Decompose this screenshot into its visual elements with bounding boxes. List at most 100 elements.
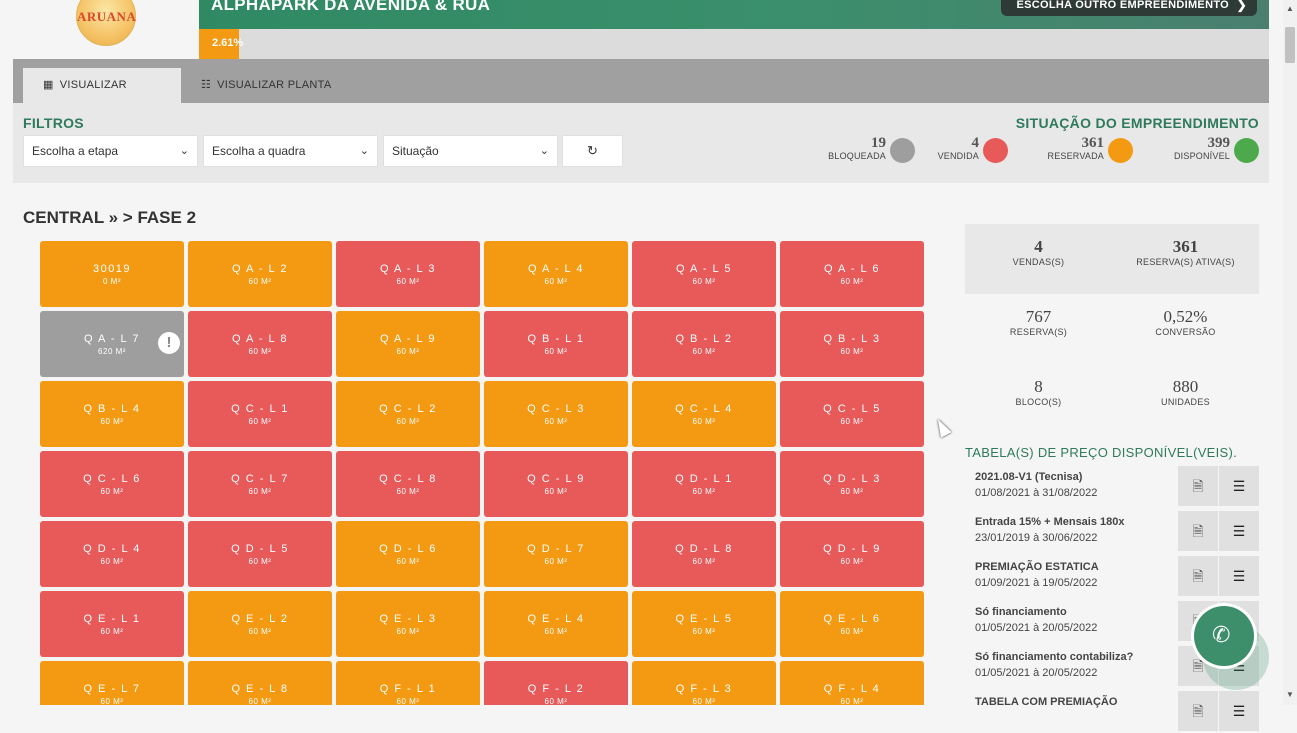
unit-card[interactable]: Q D - L 9 60 M² (780, 521, 924, 587)
unit-card[interactable]: Q C - L 5 60 M² (780, 381, 924, 447)
status-select[interactable]: Situação ⌄ (383, 135, 558, 167)
unit-card[interactable]: Q A - L 2 60 M² (188, 241, 332, 307)
unit-card[interactable]: Q E - L 5 60 M² (632, 591, 776, 657)
price-table-dates: 01/08/2021 à 31/08/2022 (975, 487, 1098, 499)
unit-name: Q E - L 6 (823, 613, 881, 625)
status-reserved-count: 361 (1081, 135, 1105, 151)
status-reserved: 361 RESERVADA (1023, 135, 1133, 166)
unit-card[interactable]: Q D - L 7 60 M² (484, 521, 628, 587)
switch-project-button[interactable]: ESCOLHA OUTRO EMPREENDIMENTO ❯ (1001, 0, 1257, 16)
pdf-icon[interactable]: 🗎 (1178, 691, 1218, 731)
kpi-active-reservations: 361 RESERVA(S) ATIVA(S) (1112, 237, 1259, 267)
tab-plan-view[interactable]: ☷ VISUALIZAR PLANTA (181, 68, 352, 103)
unit-area: 60 M² (396, 627, 420, 636)
pdf-icon[interactable]: 🗎 (1178, 511, 1218, 551)
unit-card[interactable]: Q E - L 1 60 M² (40, 591, 184, 657)
status-available-label: DISPONÍVEL (1173, 151, 1230, 161)
unit-card[interactable]: Q E - L 6 60 M² (780, 591, 924, 657)
price-table-name: Só financiamento contabiliza? (975, 651, 1134, 663)
unit-card[interactable]: Q E - L 4 60 M² (484, 591, 628, 657)
price-tables-title: TABELA(S) DE PREÇO DISPONÍVEL(VEIS). (965, 445, 1238, 460)
unit-area: 60 M² (396, 417, 420, 426)
chat-button[interactable]: ✆ (1194, 606, 1254, 666)
unit-card[interactable]: Q A - L 3 60 M² (336, 241, 480, 307)
unit-card[interactable]: Q E - L 7 60 M² (40, 661, 184, 705)
unit-card[interactable]: Q C - L 1 60 M² (188, 381, 332, 447)
unit-card[interactable]: Q D - L 1 60 M² (632, 451, 776, 517)
list-icon[interactable]: ☰ (1219, 691, 1259, 731)
unit-name: Q D - L 3 (823, 473, 881, 485)
unit-card[interactable]: Q D - L 3 60 M² (780, 451, 924, 517)
unit-area: 60 M² (248, 347, 272, 356)
unit-card[interactable]: Q C - L 6 60 M² (40, 451, 184, 517)
scroll-up-icon[interactable]: ▲ (1286, 4, 1294, 13)
unit-card[interactable]: Q D - L 4 60 M² (40, 521, 184, 587)
summary-panel (965, 224, 1259, 294)
unit-name: Q D - L 4 (83, 543, 141, 555)
unit-card[interactable]: 30019 0 M² (40, 241, 184, 307)
block-select[interactable]: Escolha a quadra ⌄ (203, 135, 378, 167)
kpi-conversion-value: 0,52% (1163, 307, 1208, 326)
unit-card[interactable]: Q A - L 7 620 M²! (40, 311, 184, 377)
list-icon[interactable]: ☰ (1219, 466, 1259, 506)
unit-card[interactable]: Q B - L 1 60 M² (484, 311, 628, 377)
unit-card[interactable]: Q C - L 3 60 M² (484, 381, 628, 447)
reset-filters-button[interactable]: ↻ (562, 135, 623, 167)
scroll-down-icon[interactable]: ▼ (1286, 690, 1294, 699)
unit-area: 60 M² (396, 557, 420, 566)
unit-card[interactable]: Q B - L 3 60 M² (780, 311, 924, 377)
scroll-thumb[interactable] (1285, 27, 1295, 63)
unit-name: Q A - L 3 (380, 263, 436, 275)
unit-card[interactable]: Q A - L 8 60 M² (188, 311, 332, 377)
unit-grid: 30019 0 M² Q A - L 2 60 M² Q A - L 3 60 M² Q A… (40, 241, 924, 705)
unit-card[interactable]: Q F - L 3 60 M² (632, 661, 776, 705)
list-icon[interactable]: ☰ (1219, 556, 1259, 596)
status-title: SITUAÇÃO DO EMPREENDIMENTO (1015, 115, 1259, 131)
unit-card[interactable]: Q B - L 4 60 M² (40, 381, 184, 447)
unit-card[interactable]: Q B - L 2 60 M² (632, 311, 776, 377)
unit-area: 60 M² (544, 697, 568, 705)
unit-name: Q A - L 9 (380, 333, 436, 345)
unit-area: 60 M² (692, 347, 716, 356)
kpi-active-reservations-value: 361 (1172, 237, 1199, 256)
unit-card[interactable]: Q F - L 1 60 M² (336, 661, 480, 705)
unit-card[interactable]: Q E - L 3 60 M² (336, 591, 480, 657)
unit-card[interactable]: Q E - L 8 60 M² (188, 661, 332, 705)
unit-card[interactable]: Q A - L 4 60 M² (484, 241, 628, 307)
unit-card[interactable]: Q E - L 2 60 M² (188, 591, 332, 657)
unit-name: Q E - L 8 (231, 683, 289, 695)
unit-card[interactable]: Q A - L 9 60 M² (336, 311, 480, 377)
stage-select[interactable]: Escolha a etapa ⌄ (23, 135, 198, 167)
unit-name: Q D - L 1 (675, 473, 733, 485)
unit-area: 60 M² (692, 417, 716, 426)
unit-name: Q E - L 4 (527, 613, 585, 625)
unit-name: Q C - L 1 (231, 403, 289, 415)
unit-area: 60 M² (248, 627, 272, 636)
unit-card[interactable]: Q C - L 7 60 M² (188, 451, 332, 517)
unit-card[interactable]: Q C - L 9 60 M² (484, 451, 628, 517)
kpi-units-value: 880 (1172, 377, 1199, 396)
unit-card[interactable]: Q C - L 2 60 M² (336, 381, 480, 447)
unit-card[interactable]: Q C - L 4 60 M² (632, 381, 776, 447)
unit-card[interactable]: Q D - L 6 60 M² (336, 521, 480, 587)
unit-name: Q D - L 9 (823, 543, 881, 555)
unit-card[interactable]: Q F - L 2 60 M² (484, 661, 628, 705)
unit-card[interactable]: Q A - L 5 60 M² (632, 241, 776, 307)
company-logo[interactable]: ARUANA (76, 0, 136, 46)
page-scrollbar[interactable]: ▲ ▼ (1283, 0, 1297, 705)
unit-card[interactable]: Q C - L 8 60 M² (336, 451, 480, 517)
unit-card[interactable]: Q D - L 8 60 M² (632, 521, 776, 587)
price-table-dates: 01/09/2021 à 19/05/2022 (975, 577, 1098, 589)
warning-icon[interactable]: ! (158, 332, 180, 354)
unit-card[interactable]: Q F - L 4 60 M² (780, 661, 924, 705)
unit-name: Q A - L 4 (528, 263, 584, 275)
unit-card[interactable]: Q A - L 6 60 M² (780, 241, 924, 307)
pdf-icon[interactable]: 🗎 (1178, 556, 1218, 596)
list-icon[interactable]: ☰ (1219, 511, 1259, 551)
unit-name: Q D - L 6 (379, 543, 437, 555)
chevron-down-icon: ⌄ (539, 145, 549, 157)
unit-card[interactable]: Q D - L 5 60 M² (188, 521, 332, 587)
tab-table-view[interactable]: ▦VISUALIZAR TABELA (23, 68, 181, 126)
pdf-icon[interactable]: 🗎 (1178, 466, 1218, 506)
logo-text: ARUANA (77, 9, 137, 24)
